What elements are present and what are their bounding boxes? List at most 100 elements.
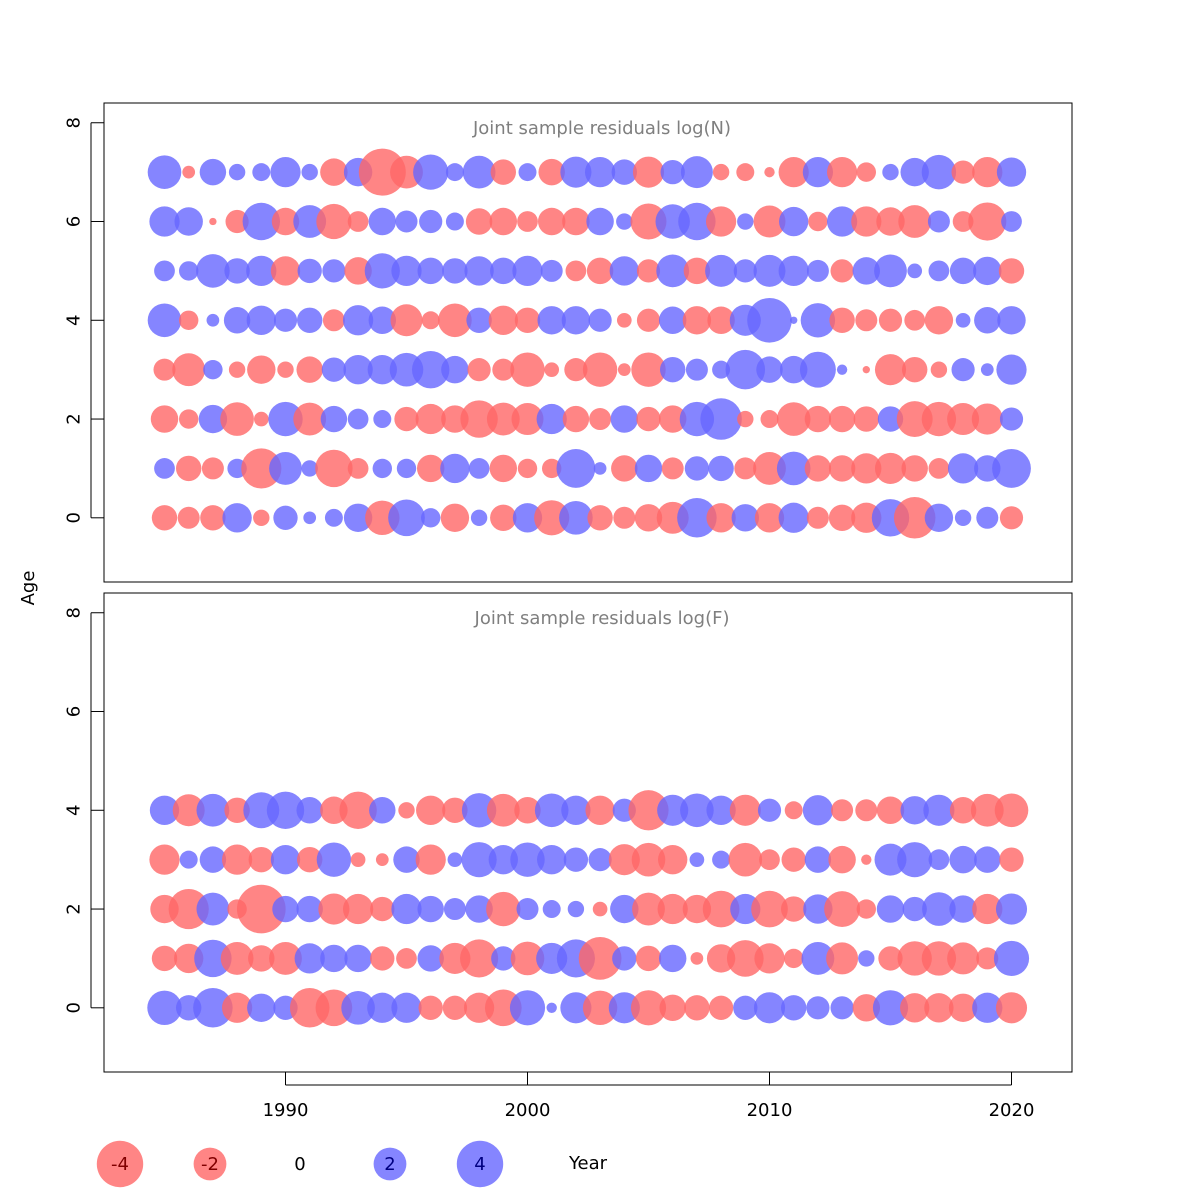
residual-bubble	[764, 166, 775, 178]
residual-bubble	[220, 942, 254, 975]
residual-bubble	[228, 361, 246, 378]
residual-bubble	[198, 404, 228, 434]
residual-bubble	[509, 990, 546, 1026]
residual-bubble	[296, 846, 323, 873]
residual-bubble	[900, 796, 929, 825]
residual-bubble	[461, 842, 497, 878]
residual-bubble	[512, 503, 543, 533]
residual-bubble	[343, 354, 373, 385]
residual-bubble	[955, 312, 971, 328]
residual-bubble	[993, 940, 1030, 977]
residual-bubble	[582, 352, 618, 387]
residual-bubble	[751, 890, 788, 928]
residual-bubble	[682, 306, 712, 335]
residual-bubble	[375, 853, 389, 867]
residual-bubble	[440, 503, 470, 533]
residual-bubble	[301, 460, 318, 477]
residual-bubble	[561, 306, 591, 335]
y-tick-label: 6	[64, 216, 85, 227]
residual-bubble	[852, 994, 881, 1022]
residual-bubble	[368, 306, 397, 335]
residual-bubble	[610, 894, 639, 924]
residual-bubble	[339, 791, 377, 829]
residual-bubble	[398, 802, 415, 819]
residual-bubble	[898, 205, 932, 238]
residual-bubble	[783, 948, 804, 969]
residual-bubble	[831, 799, 854, 822]
residual-bubble	[445, 163, 464, 182]
bubble-layer	[147, 148, 1031, 539]
residual-bubble	[800, 303, 836, 338]
residual-bubble	[391, 992, 422, 1023]
residual-bubble	[754, 503, 785, 533]
residual-bubble	[196, 793, 230, 827]
residual-bubble	[147, 155, 182, 189]
residual-bubble	[484, 989, 522, 1027]
residual-bubble	[826, 942, 859, 975]
residual-bubble	[778, 157, 809, 188]
residual-bubble	[347, 458, 369, 479]
residual-bubble	[900, 993, 930, 1023]
residual-bubble	[747, 297, 792, 343]
residual-bubble	[177, 506, 200, 529]
residual-bubble	[559, 500, 593, 535]
residual-bubble	[322, 309, 345, 332]
residual-bubble	[154, 458, 175, 479]
residual-bubble	[293, 205, 327, 238]
residual-bubble	[610, 405, 639, 433]
residual-bubble	[806, 506, 829, 529]
residual-bubble	[690, 952, 704, 965]
residual-bubble	[893, 497, 936, 539]
residual-bubble	[391, 893, 422, 925]
residual-bubble	[269, 452, 302, 485]
residual-bubble	[702, 890, 740, 928]
residual-bubble	[516, 898, 539, 921]
residual-bubble	[442, 797, 468, 823]
residual-bubble	[277, 361, 294, 378]
residual-bubble	[824, 891, 861, 928]
residual-bubble	[486, 793, 520, 827]
residual-bubble	[949, 257, 977, 285]
residual-bubble	[808, 211, 828, 232]
residual-bubble	[396, 948, 417, 969]
residual-bubble	[992, 449, 1031, 488]
residual-bubble	[712, 360, 731, 379]
residual-bubble	[613, 506, 636, 529]
residual-bubble	[540, 259, 563, 282]
residual-bubble	[172, 794, 205, 827]
residual-bubble	[734, 457, 757, 480]
residual-bubble	[636, 406, 661, 432]
residual-bubble	[225, 209, 249, 234]
residual-bubble	[759, 849, 780, 871]
residual-bubble	[784, 801, 803, 820]
residual-bubble	[708, 995, 734, 1020]
residual-bubble	[877, 406, 904, 432]
panel-log-n: Joint sample residuals log(N) 0 2 4 6 8	[64, 102, 1073, 583]
residual-bubble	[151, 505, 178, 531]
residual-bubble	[301, 163, 318, 181]
residual-bubble	[855, 799, 878, 822]
residual-bubble	[266, 791, 305, 829]
residual-bubble	[488, 305, 518, 335]
residual-bubble	[440, 453, 470, 484]
residual-bubble	[928, 458, 950, 479]
x-tick-label: 2000	[505, 1100, 551, 1121]
residual-bubble	[372, 458, 393, 479]
legend-label: -4	[111, 1154, 129, 1175]
residual-bubble	[947, 453, 979, 484]
residual-bubble	[630, 990, 667, 1026]
residual-bubble	[974, 307, 1001, 334]
residual-bubble	[657, 794, 689, 826]
residual-bubble	[534, 793, 569, 828]
residual-bubble	[684, 456, 710, 481]
residual-bubble	[561, 795, 591, 825]
residual-bubble	[900, 157, 929, 187]
residual-bubble	[150, 405, 179, 433]
residual-bubble	[855, 309, 878, 332]
residual-bubble	[347, 211, 369, 232]
residual-bubble	[996, 354, 1027, 385]
residual-bubble	[951, 160, 975, 184]
residual-bubble	[248, 945, 275, 972]
residual-bubble	[196, 892, 230, 926]
residual-bubble	[753, 254, 786, 287]
